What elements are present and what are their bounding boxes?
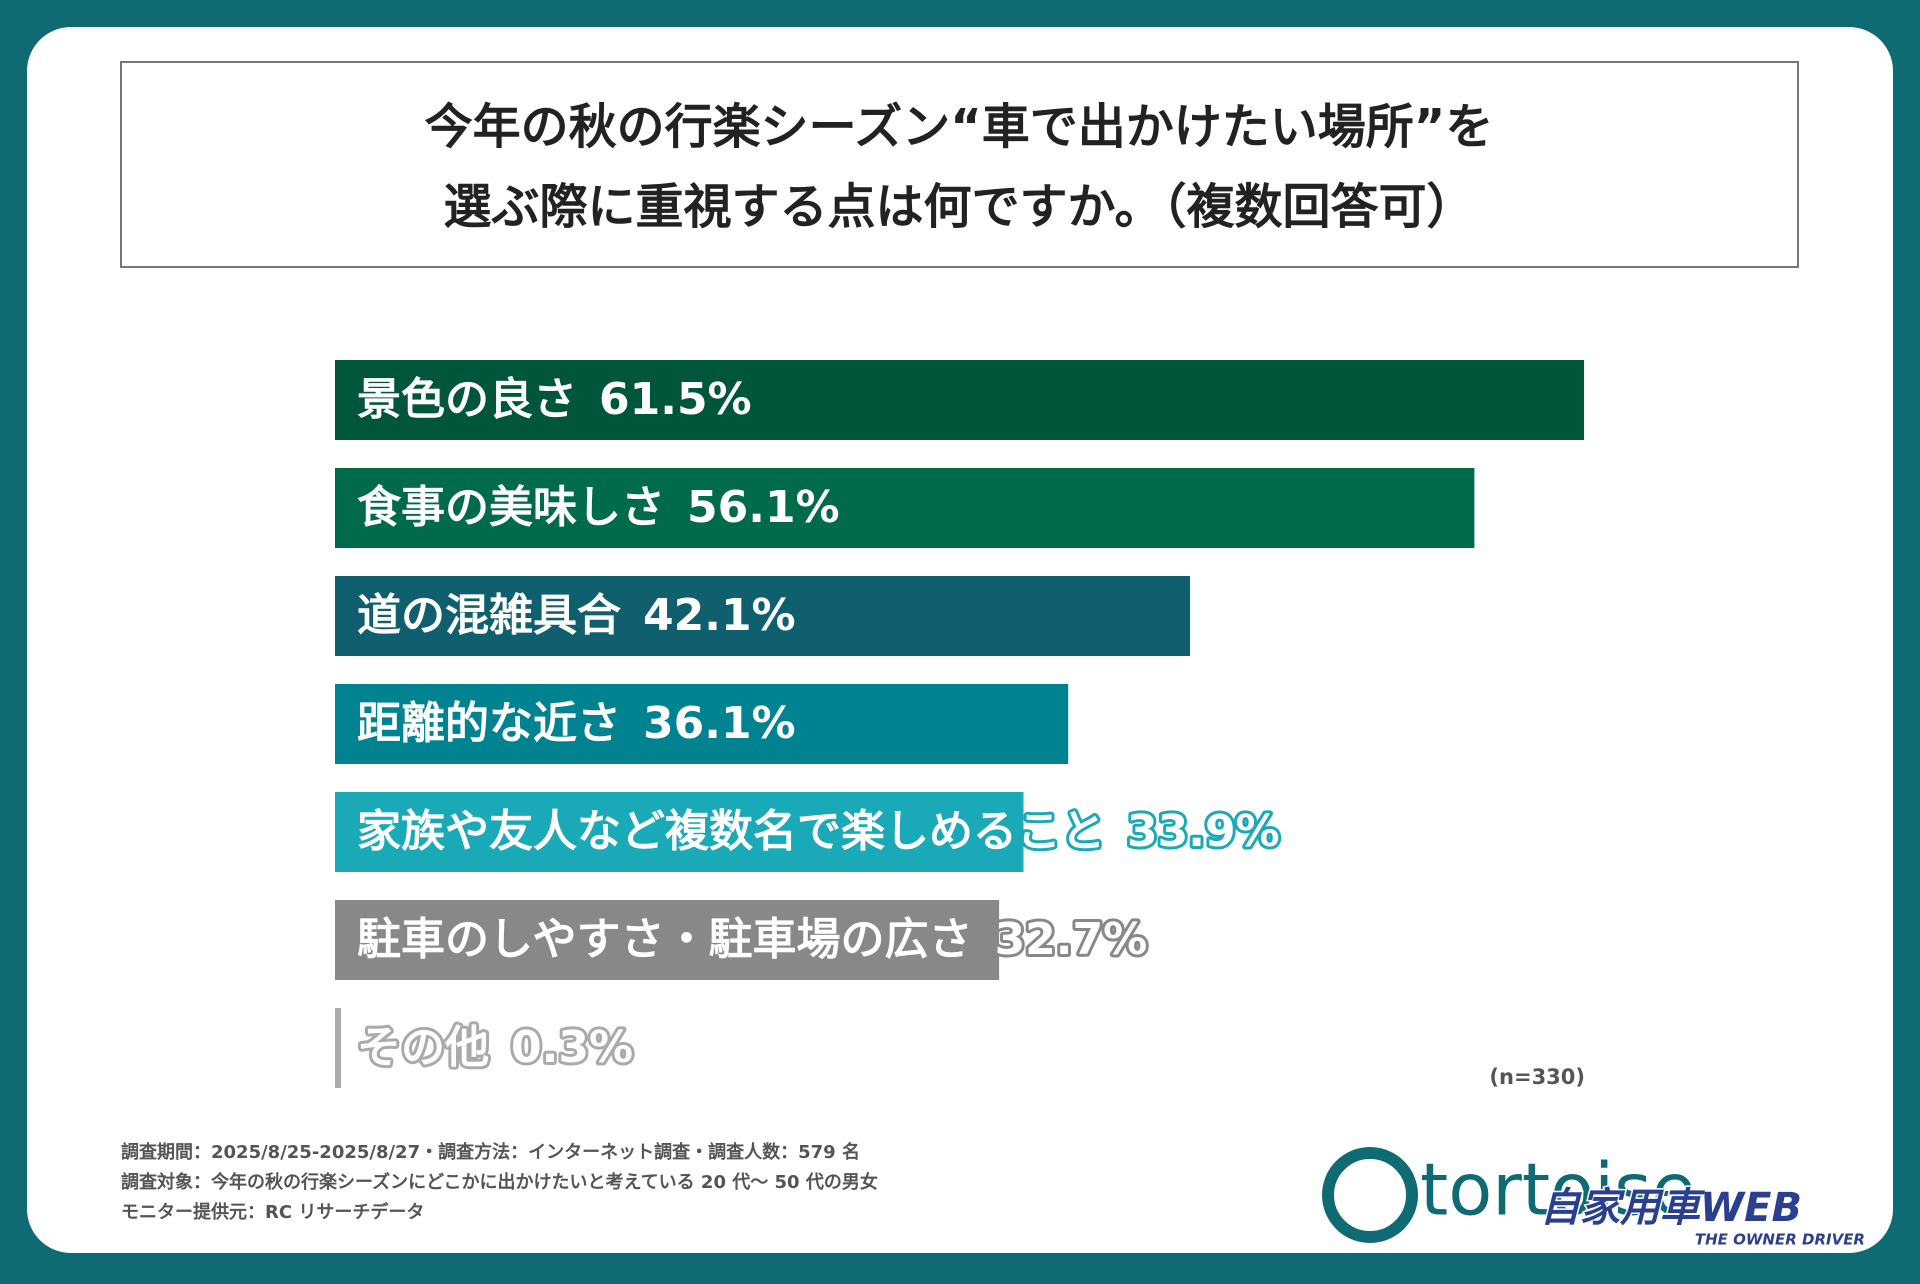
bar-label: 道の混雑具合 <box>357 590 621 641</box>
bar <box>335 792 1024 872</box>
logo-icon <box>1322 1147 1418 1243</box>
logo: tortoise 自家用車WEB THE OWNER DRIVER <box>1322 1147 1865 1249</box>
chart-title: 選ぶ際に重視する点は何ですか。（複数回答可） <box>443 179 1474 235</box>
logo-partner: 自家用車WEB <box>1540 1185 1802 1231</box>
bar <box>335 576 1191 656</box>
bar <box>335 468 1475 548</box>
bar <box>335 684 1069 764</box>
bar-label: 駐車のしやすさ・駐車場の広さ <box>357 914 973 965</box>
footnote: 調査期間：2025/8/25-2025/8/27・調査方法：インターネット調査・… <box>121 1141 860 1163</box>
footnote: モニター提供元：RC リサーチデータ <box>121 1201 424 1223</box>
logo-tagline: THE OWNER DRIVER <box>1695 1231 1865 1249</box>
value-label: 0.3% <box>511 1022 633 1073</box>
value-label: 61.5% <box>599 374 752 425</box>
logo-brand: tortoise <box>1420 1148 1696 1232</box>
bar-label: 景色の良さ <box>357 374 577 425</box>
value-label: 33.9% <box>1127 806 1280 857</box>
sample-note: (n=330) <box>1489 1065 1585 1089</box>
bar <box>335 1008 342 1088</box>
chart-title: 今年の秋の行楽シーズン“車で出かけたい場所”を <box>425 99 1494 155</box>
bar <box>335 360 1585 440</box>
value-label: 56.1% <box>687 482 840 533</box>
title-box <box>120 61 1799 268</box>
value-label: 32.7% <box>995 914 1148 965</box>
value-label: 42.1% <box>643 590 796 641</box>
value-label: 36.1% <box>643 698 796 749</box>
bar-label: 家族や友人など複数名で楽しめること <box>357 806 1105 857</box>
bar-label: その他 <box>357 1022 489 1073</box>
bar-label: 食事の美味しさ <box>357 482 665 533</box>
bar-label: 距離的な近さ <box>357 698 621 749</box>
footnote: 調査対象：今年の秋の行楽シーズンにどこかに出かけたいと考えている 20 代〜 5… <box>121 1171 878 1193</box>
bar <box>335 900 1000 980</box>
